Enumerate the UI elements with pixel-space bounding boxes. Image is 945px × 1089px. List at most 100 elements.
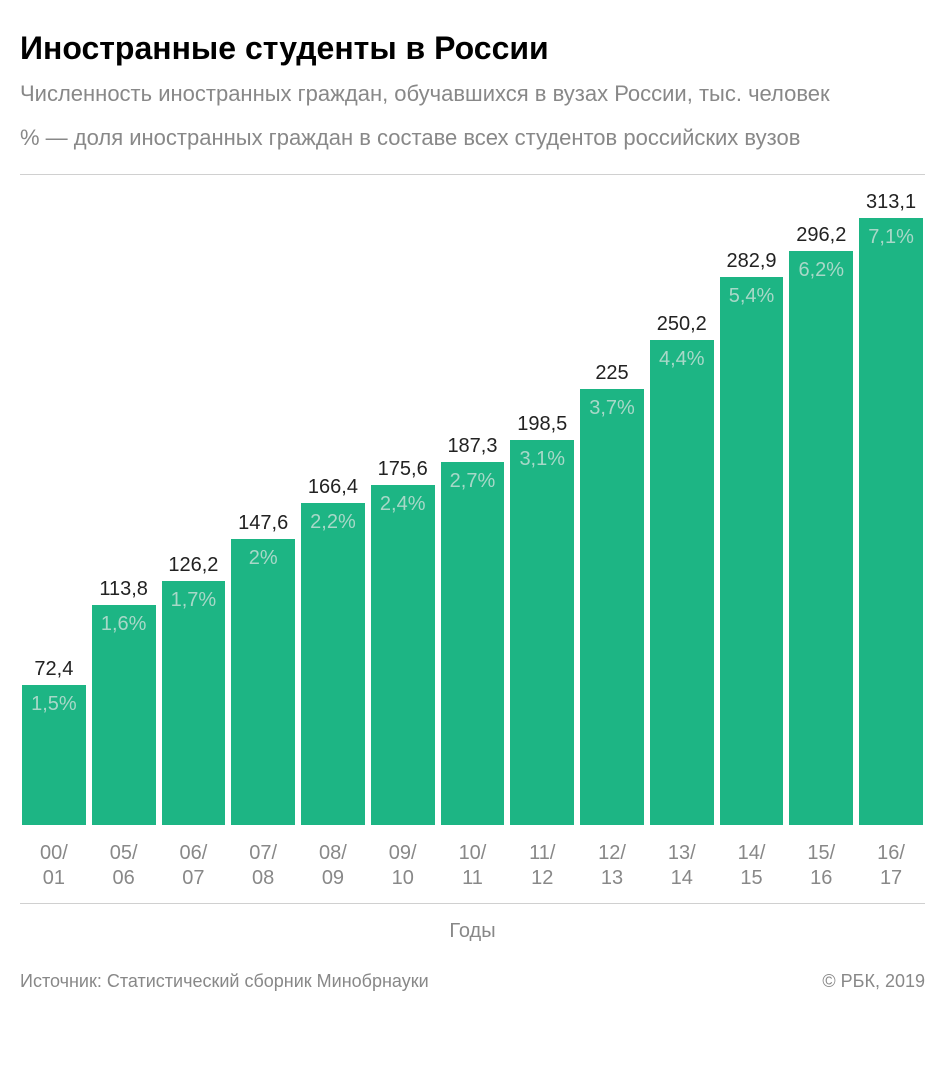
bar-value-label: 72,4 bbox=[22, 658, 86, 681]
bar-percent-label: 6,2% bbox=[799, 259, 845, 282]
x-axis-label-line2: 13 bbox=[601, 867, 623, 889]
bar-value-label: 296,2 bbox=[789, 224, 853, 247]
x-axis-label-line2: 01 bbox=[43, 867, 65, 889]
x-axis-label: 05/06 bbox=[92, 841, 156, 891]
copyright-text: © РБК, 2019 bbox=[822, 971, 925, 992]
bar-group: 113,8 1,6% bbox=[92, 185, 156, 825]
bar-group: 175,6 2,4% bbox=[371, 185, 435, 825]
bar: 1,7% bbox=[162, 581, 226, 826]
bar-group: 282,9 5,4% bbox=[720, 185, 784, 825]
bar-group: 187,3 2,7% bbox=[441, 185, 505, 825]
bar: 6,2% bbox=[789, 251, 853, 825]
bar-group: 250,2 4,4% bbox=[650, 185, 714, 825]
bar-group: 225 3,7% bbox=[580, 185, 644, 825]
bar-group: 147,6 2% bbox=[231, 185, 295, 825]
x-axis-label: 06/07 bbox=[162, 841, 226, 891]
bar-value-label: 187,3 bbox=[441, 435, 505, 458]
x-axis-label-line2: 12 bbox=[531, 867, 553, 889]
x-axis-label-line1: 14/ bbox=[738, 842, 766, 864]
chart-title: Иностранные студенты в России bbox=[20, 30, 925, 67]
bar-percent-label: 1,6% bbox=[101, 613, 147, 636]
x-axis-label: 11/12 bbox=[510, 841, 574, 891]
bar-group: 166,4 2,2% bbox=[301, 185, 365, 825]
bar-percent-label: 2,2% bbox=[310, 511, 356, 534]
x-axis-title: Годы bbox=[20, 920, 925, 943]
chart-area: 72,4 1,5% 113,8 1,6% 126,2 1,7% 147,6 2% 166,4 2,… bbox=[20, 185, 925, 825]
x-axis-label-line2: 06 bbox=[113, 867, 135, 889]
x-axis-label: 16/17 bbox=[859, 841, 923, 891]
x-axis-label-line1: 08/ bbox=[319, 842, 347, 864]
bar: 4,4% bbox=[650, 340, 714, 825]
bar-percent-label: 2,7% bbox=[450, 470, 496, 493]
chart-footer: Источник: Статистический сборник Минобрн… bbox=[20, 971, 925, 992]
bar: 2,4% bbox=[371, 485, 435, 826]
bar-group: 126,2 1,7% bbox=[162, 185, 226, 825]
bar-value-label: 250,2 bbox=[650, 313, 714, 336]
bar-percent-label: 7,1% bbox=[868, 226, 914, 249]
x-axis-label: 15/16 bbox=[789, 841, 853, 891]
x-axis-label-line2: 17 bbox=[880, 867, 902, 889]
x-axis-label-line2: 08 bbox=[252, 867, 274, 889]
x-axis-label: 07/08 bbox=[231, 841, 295, 891]
bar-percent-label: 1,5% bbox=[31, 693, 77, 716]
x-axis-label-line1: 11/ bbox=[529, 842, 555, 864]
bar-value-label: 225 bbox=[580, 362, 644, 385]
bar-value-label: 282,9 bbox=[720, 250, 784, 273]
x-axis-label-line1: 16/ bbox=[877, 842, 905, 864]
x-axis-label-line1: 00/ bbox=[40, 842, 68, 864]
x-axis-label: 14/15 bbox=[720, 841, 784, 891]
x-axis-label-line1: 05/ bbox=[110, 842, 138, 864]
x-axis-label-line1: 13/ bbox=[668, 842, 696, 864]
x-axis-label: 13/14 bbox=[650, 841, 714, 891]
x-axis-label-line1: 07/ bbox=[249, 842, 277, 864]
bar-percent-label: 2,4% bbox=[380, 493, 426, 516]
bar-value-label: 113,8 bbox=[92, 578, 156, 601]
x-axis-label: 12/13 bbox=[580, 841, 644, 891]
x-axis-label: 08/09 bbox=[301, 841, 365, 891]
bar-group: 313,1 7,1% bbox=[859, 185, 923, 825]
bar: 3,1% bbox=[510, 440, 574, 825]
x-axis-label-line1: 09/ bbox=[389, 842, 417, 864]
bar: 2,2% bbox=[301, 503, 365, 826]
x-axis-label-line1: 12/ bbox=[598, 842, 626, 864]
bar-value-label: 175,6 bbox=[371, 458, 435, 481]
bar: 3,7% bbox=[580, 389, 644, 825]
bar-percent-label: 3,1% bbox=[519, 448, 565, 471]
x-axis-label: 09/10 bbox=[371, 841, 435, 891]
bar-percent-label: 3,7% bbox=[589, 397, 635, 420]
bar-group: 296,2 6,2% bbox=[789, 185, 853, 825]
bar-percent-label: 4,4% bbox=[659, 348, 705, 371]
x-axis-label-line2: 16 bbox=[810, 867, 832, 889]
x-axis-label-line1: 15/ bbox=[807, 842, 835, 864]
x-axis-label-line2: 11 bbox=[462, 867, 483, 889]
x-axis-label-line1: 06/ bbox=[180, 842, 208, 864]
bar-percent-label: 5,4% bbox=[729, 285, 775, 308]
bar-percent-label: 1,7% bbox=[171, 589, 217, 612]
x-axis-label-line2: 09 bbox=[322, 867, 344, 889]
x-axis-label-line2: 10 bbox=[392, 867, 414, 889]
bar: 2,7% bbox=[441, 462, 505, 825]
x-axis-label-line2: 15 bbox=[740, 867, 762, 889]
x-axis-label: 00/01 bbox=[22, 841, 86, 891]
bar: 5,4% bbox=[720, 277, 784, 826]
x-axis-label-line2: 14 bbox=[671, 867, 693, 889]
bar: 1,6% bbox=[92, 605, 156, 826]
bar-value-label: 313,1 bbox=[859, 191, 923, 214]
bar-group: 72,4 1,5% bbox=[22, 185, 86, 825]
bar: 7,1% bbox=[859, 218, 923, 825]
bar: 2% bbox=[231, 539, 295, 825]
x-axis-label: 10/11 bbox=[441, 841, 505, 891]
chart-legend-note: % — доля иностранных граждан в составе в… bbox=[20, 123, 925, 153]
x-axis-label-line2: 07 bbox=[182, 867, 204, 889]
bar-value-label: 198,5 bbox=[510, 413, 574, 436]
bar-group: 198,5 3,1% bbox=[510, 185, 574, 825]
bar-value-label: 166,4 bbox=[301, 476, 365, 499]
x-axis-label-line1: 10/ bbox=[459, 842, 487, 864]
bar: 1,5% bbox=[22, 685, 86, 825]
chart-container: 72,4 1,5% 113,8 1,6% 126,2 1,7% 147,6 2% 166,4 2,… bbox=[20, 174, 925, 904]
source-text: Источник: Статистический сборник Минобрн… bbox=[20, 971, 429, 992]
bar-percent-label: 2% bbox=[249, 547, 278, 570]
chart-subtitle: Численность иностранных граждан, обучавш… bbox=[20, 79, 925, 109]
bar-value-label: 147,6 bbox=[231, 512, 295, 535]
bar-value-label: 126,2 bbox=[162, 554, 226, 577]
